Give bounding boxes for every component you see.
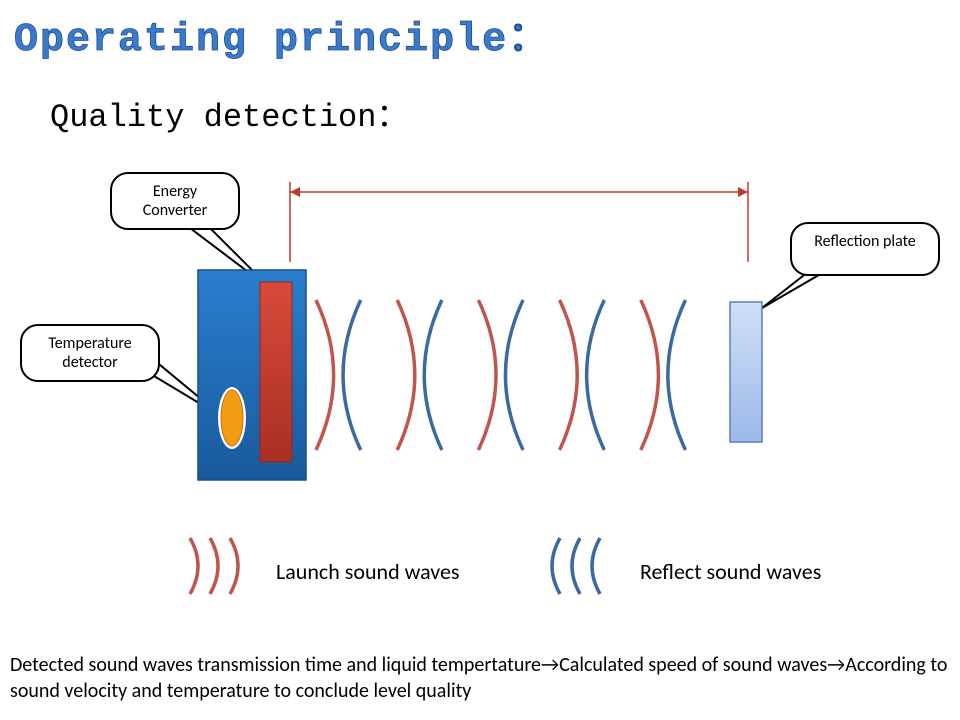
callout-energy-converter: Energy Converter <box>110 172 240 230</box>
callout-temp-line1: Temperature <box>36 334 144 353</box>
wave-reflect-arc <box>343 300 361 450</box>
legend-launch-arc <box>190 538 198 594</box>
wave-reflect-arc <box>587 300 605 450</box>
callout-plate-line1: Reflection plate <box>806 232 924 251</box>
callout-reflection-plate: Reflection plate <box>790 222 940 276</box>
dim-arrow-left <box>290 187 300 197</box>
wave-reflect-arc <box>424 300 442 450</box>
dim-arrow-right <box>738 187 748 197</box>
temp-detector-shape <box>221 390 243 446</box>
wave-launch-arc <box>316 300 334 450</box>
wave-launch-arc <box>478 300 496 450</box>
legend-launch-arc <box>210 538 218 594</box>
callout-tail-plate <box>762 272 824 308</box>
legend-reflect-arc <box>552 538 560 594</box>
wave-launch-arc <box>560 300 578 450</box>
reflection-plate-shape <box>730 302 762 442</box>
wave-reflect-arc <box>505 300 523 450</box>
wave-launch-arc <box>397 300 415 450</box>
wave-launch-arc <box>641 300 659 450</box>
legend-launch-arc <box>230 538 238 594</box>
callout-temperature-detector: Temperature detector <box>20 324 160 382</box>
callout-energy-line1: Energy <box>126 182 224 201</box>
energy-converter-shape <box>260 282 292 462</box>
callout-energy-line2: Converter <box>126 201 224 220</box>
callout-temp-line2: detector <box>36 353 144 372</box>
legend-reflect-arc <box>592 538 600 594</box>
legend-reflect-arc <box>572 538 580 594</box>
wave-reflect-arc <box>668 300 686 450</box>
